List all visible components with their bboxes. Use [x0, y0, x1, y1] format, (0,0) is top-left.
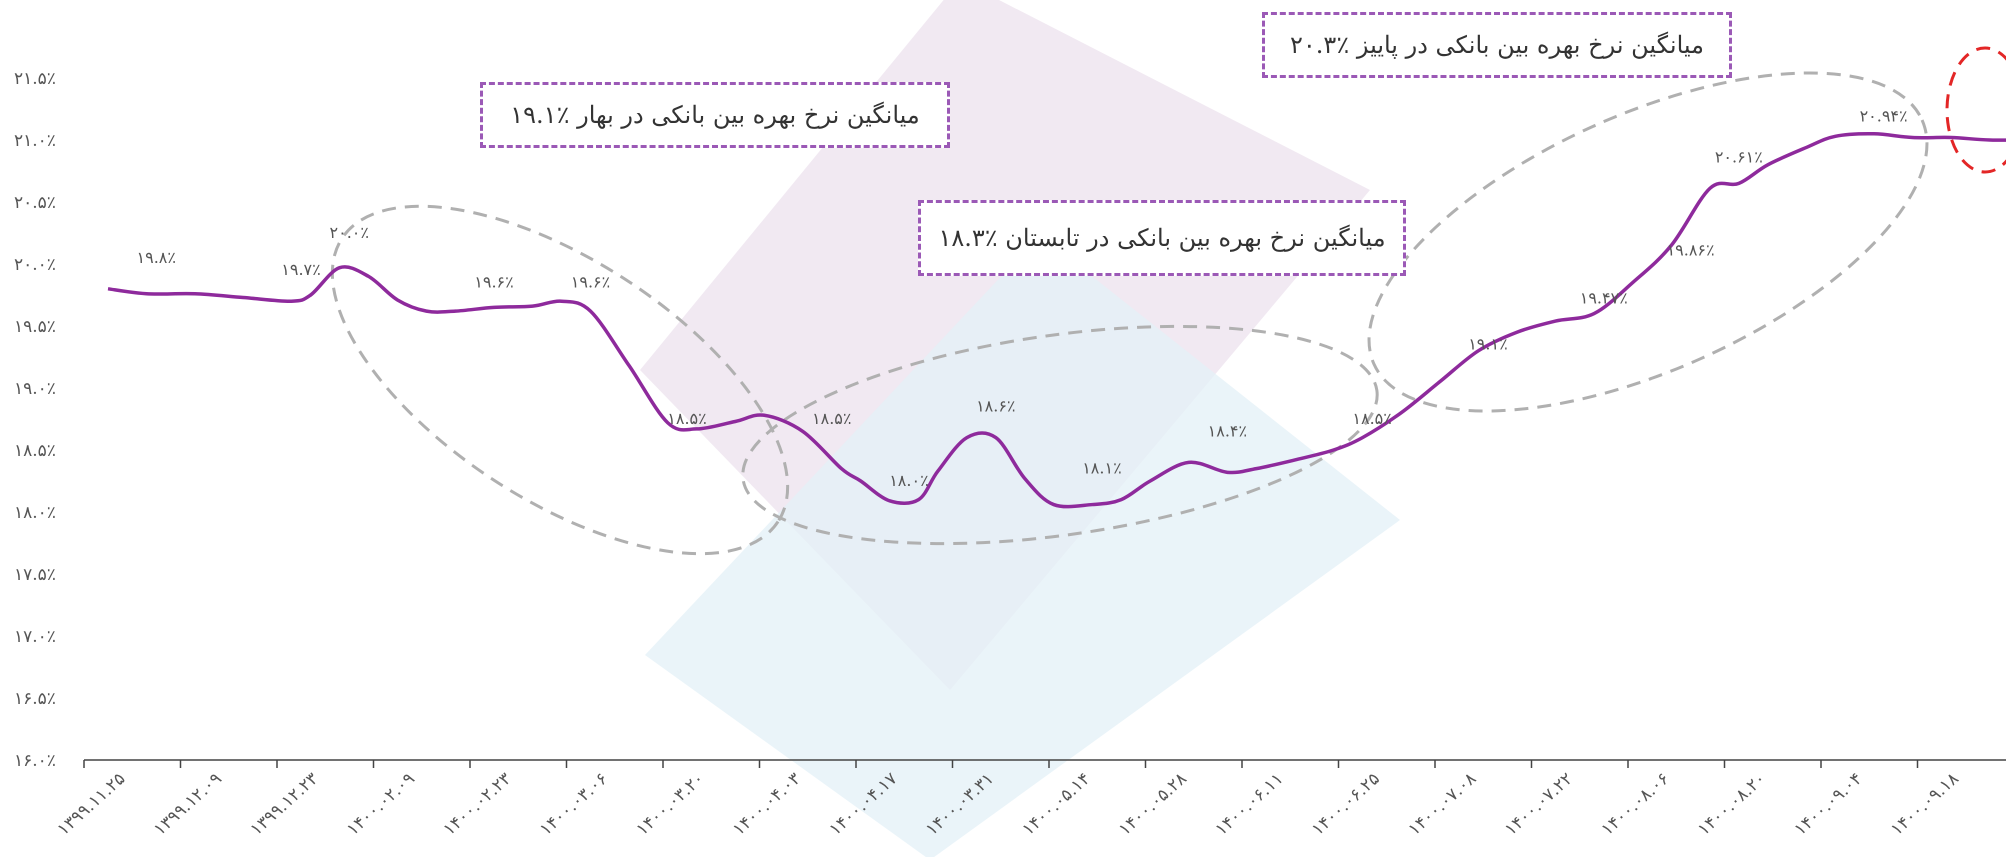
x-tick-label: ۱۴۰۰.۰۷.۲۲	[1501, 769, 1577, 840]
data-label: ۱۹.۷٪	[281, 260, 320, 279]
data-label: ۱۹.۶٪	[571, 273, 610, 292]
x-tick-label: ۱۴۰۰.۰۳.۰۶	[536, 769, 612, 840]
x-tick-label: ۱۴۰۰.۰۸.۲۰	[1694, 769, 1770, 840]
y-tick-label: ۲۰.۰٪	[14, 255, 56, 275]
data-label: ۱۹.۸٪	[137, 248, 176, 267]
y-tick-label: ۱۶.۵٪	[14, 689, 56, 709]
y-tick-label: ۱۸.۰٪	[14, 503, 56, 523]
data-label: ۱۸.۵٪	[667, 409, 706, 428]
interbank-rate-line	[107, 132, 2006, 509]
data-label: ۱۹.۱٪	[1468, 335, 1507, 354]
summer-average-text: میانگین نرخ بهره بین بانکی در تابستان ٪۱…	[938, 224, 1386, 252]
y-tick-label: ۲۱.۵٪	[14, 69, 56, 89]
data-label: ۲۰.۹۴٪	[1860, 106, 1908, 125]
y-tick-label: ۱۸.۵٪	[14, 441, 56, 461]
autumn-average-annotation: میانگین نرخ بهره بین بانکی در پاییز ٪۲۰.…	[1262, 12, 1732, 78]
x-tick-label: ۱۳۹۹.۱۲.۲۳	[247, 769, 323, 840]
x-tick-label: ۱۴۰۰.۰۶.۲۵	[1308, 769, 1384, 840]
data-label: ۱۸.۱٪	[1082, 459, 1121, 478]
x-tick-label: ۱۴۰۰.۰۹.۱۸	[1887, 769, 1963, 840]
y-tick-label: ۱۹.۰٪	[14, 379, 56, 399]
x-tick-label: ۱۴۰۰.۰۴.۰۳	[729, 769, 805, 840]
x-tick-label: ۱۴۰۰.۰۹.۰۴	[1791, 769, 1867, 840]
data-label: ۱۹.۴۷٪	[1580, 289, 1628, 308]
data-label: ۱۹.۸۶٪	[1667, 240, 1715, 259]
data-label: ۲۰.۰٪	[330, 223, 369, 242]
y-tick-label: ۱۶.۰٪	[14, 751, 56, 771]
data-label: ۲۰.۶۱٪	[1715, 147, 1763, 166]
y-tick-label: ۲۰.۵٪	[14, 193, 56, 213]
y-tick-label: ۱۹.۵٪	[14, 317, 56, 337]
background-blue-shape	[645, 235, 1400, 857]
data-label: ۱۸.۵٪	[1352, 409, 1391, 428]
x-tick-label: ۱۴۰۰.۰۲.۰۹	[343, 769, 419, 840]
data-label: ۱۸.۵٪	[812, 409, 851, 428]
y-tick-label: ۱۷.۰٪	[14, 627, 56, 647]
spring-period-ellipse	[330, 204, 790, 556]
spring-average-text: میانگین نرخ بهره بین بانکی در بهار ٪۱۹.۱	[510, 101, 920, 129]
data-label: ۱۸.۴٪	[1208, 421, 1247, 440]
y-tick-label: ۲۱.۰٪	[14, 131, 56, 151]
x-tick-label: ۱۳۹۹.۱۱.۲۵	[54, 769, 130, 840]
spring-average-annotation: میانگین نرخ بهره بین بانکی در بهار ٪۱۹.۱	[480, 82, 950, 148]
x-tick-label: ۱۴۰۰.۰۷.۰۸	[1405, 769, 1481, 840]
series-line	[107, 132, 2006, 509]
background-decoration	[640, 0, 1400, 857]
data-label: ۱۹.۶٪	[474, 273, 513, 292]
x-tick-label: ۱۴۰۰.۰۲.۲۳	[440, 769, 516, 840]
x-tick-label: ۱۴۰۰.۰۸.۰۶	[1598, 769, 1674, 840]
data-label: ۱۸.۶٪	[976, 397, 1015, 416]
summer-period-ellipse	[741, 324, 1379, 546]
x-tick-label: ۱۴۰۰.۰۵.۲۸	[1115, 769, 1191, 840]
data-label: ۱۸.۰٪	[889, 471, 928, 490]
latest-value-highlight	[1945, 46, 2006, 174]
y-tick-label: ۱۷.۵٪	[14, 565, 56, 585]
x-tick-label: ۱۳۹۹.۱۲.۰۹	[150, 769, 226, 840]
x-tick-label: ۱۴۰۰.۰۳.۲۰	[633, 769, 709, 840]
data-labels: ۱۹.۸٪ ۱۹.۷٪ ۲۰.۰٪ ۱۹.۶٪ ۱۹.۶٪ ۱۸.۵٪ ۱۸.۵٪ ۱۸.۰٪…	[137, 106, 1908, 490]
autumn-average-text: میانگین نرخ بهره بین بانکی در پاییز ٪۲۰.…	[1290, 31, 1704, 59]
x-tick-label: ۱۴۰۰.۰۶.۱۱	[1212, 769, 1288, 840]
summer-average-annotation: میانگین نرخ بهره بین بانکی در تابستان ٪۱…	[918, 200, 1406, 276]
